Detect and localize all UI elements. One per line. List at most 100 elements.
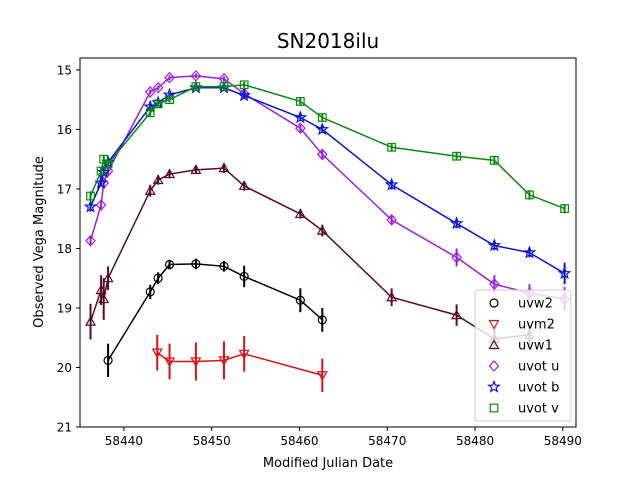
data-point-uvw1-2 [98,293,110,304]
y-tick-label-0: 15 [57,63,72,77]
data-point-uvm2-2 [190,357,202,368]
data-point-uvot-b-13 [449,216,464,230]
y-tick-label-1: 16 [57,123,72,137]
x-axis: 58440 58450 58460 58470 58480 58490 [105,427,582,448]
series-line-uvm2 [156,351,323,376]
legend-label-uvm2: uvm2 [518,318,555,333]
y-axis: 15 16 17 18 19 20 21 [57,63,80,435]
data-point-uvot-v-1 [96,166,106,176]
y-tick-label-5: 20 [57,361,72,375]
data-point-uvw1-10 [294,208,306,219]
data-point-uvw1-9 [238,180,250,191]
legend-label-uvw1: uvw1 [518,339,553,354]
legend-label-uvot-b: uvot b [518,381,559,396]
data-point-uvot-u-4 [144,86,156,98]
data-point-uvm2-0 [151,348,163,359]
data-point-uvw2-0 [103,355,113,365]
data-point-uvot-v-3 [103,159,113,169]
data-point-uvot-b-16 [557,266,572,280]
data-point-uvot-b-11 [315,122,330,136]
data-point-uvot-v-0 [86,191,95,201]
data-point-uvot-b-15 [522,245,537,259]
data-point-uvw1-0 [85,315,97,326]
y-tick-label-3: 18 [57,242,72,256]
data-point-uvot-u-12 [386,213,397,226]
data-point-uvot-v-15 [525,190,534,200]
legend-box [474,289,572,422]
series-uvm2 [151,334,328,392]
data-point-uvot-u-5 [152,81,164,94]
y-tick-label-4: 19 [57,301,72,315]
x-tick-label-0: 58440 [105,434,143,448]
x-tick-label-2: 58460 [280,434,318,448]
data-point-uvw1-13 [451,309,463,320]
axes-frame [79,57,577,428]
legend-marker-uvot-b [487,379,501,393]
data-point-uvw1-6 [164,168,176,179]
data-point-uvot-u-10 [295,122,306,135]
legend-marker-uvw1 [488,339,500,350]
data-point-uvot-b-9 [237,88,252,102]
y-tick-label-2: 17 [57,182,72,196]
data-point-uvot-u-9 [238,87,250,100]
series-uvw2 [103,258,327,378]
data-point-uvot-v-4 [145,108,155,118]
data-point-uvw1-12 [386,291,398,302]
data-point-uvw1-7 [190,164,202,174]
data-point-uvw2-1 [145,287,155,297]
data-point-uvw1-5 [152,174,164,185]
x-tick-label-4: 58480 [456,434,494,448]
data-point-uvw1-11 [316,224,328,235]
data-point-uvw1-3 [102,272,114,283]
legend-marker-uvw2 [489,298,499,308]
data-point-uvot-b-12 [384,177,399,191]
data-point-uvot-v-7 [191,82,201,91]
data-point-uvm2-3 [218,356,230,367]
legend-label-uvw2: uvw2 [518,297,553,312]
data-point-uvw1-4 [144,184,156,195]
data-point-uvot-v-12 [387,142,397,152]
data-point-uvw2-8 [317,315,327,325]
legend-marker-uvot-u [488,360,500,372]
data-point-uvot-v-8 [219,82,229,91]
data-point-uvot-u-13 [451,251,462,264]
data-point-uvot-v-10 [295,97,305,106]
data-point-uvw2-4 [191,259,201,269]
legend-label-uvot-u: uvot u [518,360,559,375]
y-tick-label-6: 21 [57,421,72,435]
legend-label-uvot-v: uvot v [518,402,559,417]
data-point-uvot-v-9 [239,80,249,90]
series-uvot-v [86,80,569,214]
x-axis-label: Modified Julian Date [263,456,393,471]
data-point-uvot-u-1 [95,199,107,211]
x-tick-label-1: 58450 [193,434,231,448]
data-point-uvw2-7 [295,295,305,305]
x-tick-label-3: 58470 [368,434,406,448]
y-axis-label: Observed Vega Magnitude [32,156,47,328]
legend-marker-uvot-v [489,403,499,413]
x-tick-label-5: 58490 [544,434,582,448]
data-point-uvw1-8 [218,162,230,173]
data-point-uvot-v-5 [153,99,163,109]
data-point-uvot-v-6 [165,95,174,105]
data-point-uvot-u-14 [489,278,500,291]
data-point-uvot-u-6 [164,71,175,84]
data-point-uvm2-5 [316,371,328,381]
legend: uvw2 uvm2 uvw1 uvot u uvot b uvot v [474,289,572,422]
data-point-uvot-v-13 [452,151,462,161]
data-point-uvw2-6 [239,271,249,282]
data-point-uvot-b-0 [83,199,98,213]
data-point-uvot-u-0 [85,234,96,247]
data-point-uvot-v-16 [560,204,569,213]
data-point-uvw2-2 [153,273,163,283]
data-point-uvot-u-11 [316,148,328,161]
series-line-uvw1 [89,167,530,340]
plot-area [83,69,572,392]
data-point-uvm2-1 [164,357,176,368]
data-point-uvw2-5 [219,261,229,271]
data-point-uvot-v-11 [317,113,327,122]
legend-marker-uvm2 [488,319,500,330]
data-point-uvot-v-14 [489,155,499,165]
data-point-uvw2-3 [164,259,175,270]
